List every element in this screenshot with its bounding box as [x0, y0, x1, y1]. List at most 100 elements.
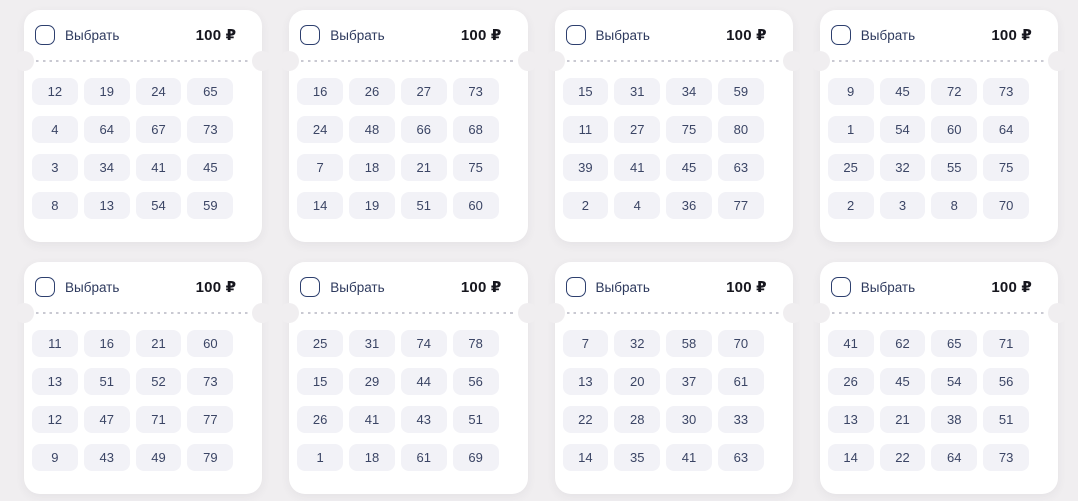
ticket-number: 43	[83, 444, 130, 471]
ticket-numbers-grid: 15 31 34 59 11 27 75 80 39 41 45 63 2 4 36 77	[562, 78, 764, 219]
ticket-price: 100 ₽	[195, 27, 237, 44]
select-label[interactable]: Выбрать	[330, 27, 385, 43]
ticket-number: 7	[562, 330, 609, 357]
ticket-number: 54	[879, 116, 926, 143]
ticket-numbers-grid: 9 45 72 73 1 54 60 64 25 32 55 75 2 3 8 70	[827, 78, 1029, 219]
ticket-card-1[interactable]: Выбрать 100 ₽ 12 19 24 65 4 64 67 73 3 34 41 45 8 13 5…	[14, 10, 273, 242]
ticket-number: 24	[135, 78, 182, 105]
ticket-number: 39	[562, 154, 609, 181]
ticket-card-5[interactable]: Выбрать 100 ₽ 11 16 21 60 13 51 52 73 12 47 71 77 9 4…	[14, 262, 273, 494]
ticket-number: 34	[83, 154, 130, 181]
select-checkbox[interactable]	[565, 25, 586, 45]
ticket-number: 73	[452, 78, 499, 105]
ticket-number: 47	[83, 406, 130, 433]
select-checkbox[interactable]	[565, 277, 586, 297]
ticket-number: 32	[614, 330, 661, 357]
ticket-number: 1	[827, 116, 874, 143]
ticket-number: 44	[400, 368, 447, 395]
select-label[interactable]: Выбрать	[595, 27, 650, 43]
ticket-number: 26	[297, 406, 344, 433]
ticket-number: 33	[717, 406, 764, 433]
select-checkbox[interactable]	[830, 25, 851, 45]
ticket-number: 51	[983, 406, 1029, 433]
ticket-card-header: Выбрать 100 ₽	[24, 262, 262, 312]
ticket-number: 71	[135, 406, 182, 433]
select-label[interactable]: Выбрать	[860, 279, 916, 295]
ticket-number: 11	[562, 116, 609, 143]
ticket-number: 22	[562, 406, 609, 433]
perforation-notch-left	[809, 51, 830, 71]
ticket-numbers-grid: 7 32 58 70 13 20 37 61 22 28 30 33 14 35 41 63	[562, 330, 764, 471]
ticket-number: 2	[562, 192, 609, 219]
ticket-number: 9	[32, 444, 78, 471]
ticket-number: 51	[452, 406, 499, 433]
ticket-number: 13	[83, 192, 130, 219]
select-checkbox[interactable]	[300, 25, 321, 45]
select-label[interactable]: Выбрать	[330, 279, 385, 295]
ticket-number: 36	[666, 192, 712, 219]
ticket-number: 14	[297, 192, 344, 219]
ticket-number: 65	[187, 78, 234, 105]
select-label[interactable]: Выбрать	[65, 27, 120, 43]
perforation-notch-right	[252, 303, 273, 323]
ticket-number: 3	[32, 154, 78, 181]
ticket-card-header: Выбрать 100 ₽	[820, 262, 1058, 312]
ticket-number: 22	[879, 444, 926, 471]
perforation-divider	[14, 303, 273, 323]
perforation-notch-right	[517, 303, 538, 323]
ticket-number: 77	[717, 192, 764, 219]
ticket-price: 100 ₽	[460, 279, 502, 296]
perforation-divider	[279, 303, 538, 323]
ticket-number: 61	[400, 444, 447, 471]
perforation-notch-right	[252, 51, 273, 71]
ticket-number: 18	[349, 444, 395, 471]
select-checkbox[interactable]	[35, 25, 55, 45]
ticket-number: 13	[32, 368, 78, 395]
perforation-notch-right	[1048, 303, 1068, 323]
ticket-number: 26	[349, 78, 395, 105]
select-checkbox[interactable]	[300, 277, 321, 297]
ticket-number: 29	[349, 368, 395, 395]
perforation-dashes	[36, 60, 251, 62]
ticket-number: 31	[349, 330, 395, 357]
ticket-number: 74	[400, 330, 447, 357]
perforation-dashes	[301, 312, 516, 314]
ticket-number: 51	[400, 192, 447, 219]
ticket-number: 20	[614, 368, 661, 395]
ticket-card-header: Выбрать 100 ₽	[555, 262, 793, 312]
select-checkbox[interactable]	[830, 277, 851, 297]
ticket-number: 51	[83, 368, 130, 395]
select-label[interactable]: Выбрать	[595, 279, 650, 295]
perforation-notch-right	[782, 303, 803, 323]
ticket-card-6[interactable]: Выбрать 100 ₽ 25 31 74 78 15 29 44 56 26 41 43 51 1 1…	[279, 262, 538, 494]
perforation-dashes	[831, 312, 1046, 314]
select-label[interactable]: Выбрать	[860, 27, 916, 43]
ticket-price: 100 ₽	[726, 27, 767, 44]
ticket-card-2[interactable]: Выбрать 100 ₽ 16 26 27 73 24 48 66 68 7 18 21 75 14 1…	[279, 10, 538, 242]
ticket-number: 13	[562, 368, 609, 395]
select-checkbox[interactable]	[35, 277, 55, 297]
ticket-number: 68	[452, 116, 499, 143]
ticket-card-4[interactable]: Выбрать 100 ₽ 9 45 72 73 1 54 60 64 25 32 55 75 2 3 8 7…	[809, 10, 1068, 242]
ticket-number: 41	[349, 406, 395, 433]
ticket-number: 65	[931, 330, 978, 357]
perforation-dashes	[301, 60, 516, 62]
ticket-number: 41	[666, 444, 712, 471]
perforation-divider	[14, 51, 273, 71]
ticket-card-7[interactable]: Выбрать 100 ₽ 7 32 58 70 13 20 37 61 22 28 30 33 14 3…	[544, 262, 803, 494]
ticket-number: 49	[135, 444, 182, 471]
ticket-number: 55	[931, 154, 978, 181]
ticket-number: 71	[983, 330, 1029, 357]
ticket-price: 100 ₽	[991, 279, 1032, 296]
select-label[interactable]: Выбрать	[65, 279, 120, 295]
ticket-number: 38	[931, 406, 978, 433]
ticket-number: 41	[614, 154, 661, 181]
ticket-card-3[interactable]: Выбрать 100 ₽ 15 31 34 59 11 27 75 80 39 41 45 63 2 4…	[544, 10, 803, 242]
ticket-number: 15	[562, 78, 609, 105]
ticket-number: 27	[614, 116, 661, 143]
ticket-number: 73	[983, 444, 1029, 471]
ticket-card-8[interactable]: Выбрать 100 ₽ 41 62 65 71 26 45 54 56 13 21 38 51 14…	[809, 262, 1068, 494]
perforation-dashes	[566, 312, 781, 314]
ticket-number: 64	[83, 116, 130, 143]
